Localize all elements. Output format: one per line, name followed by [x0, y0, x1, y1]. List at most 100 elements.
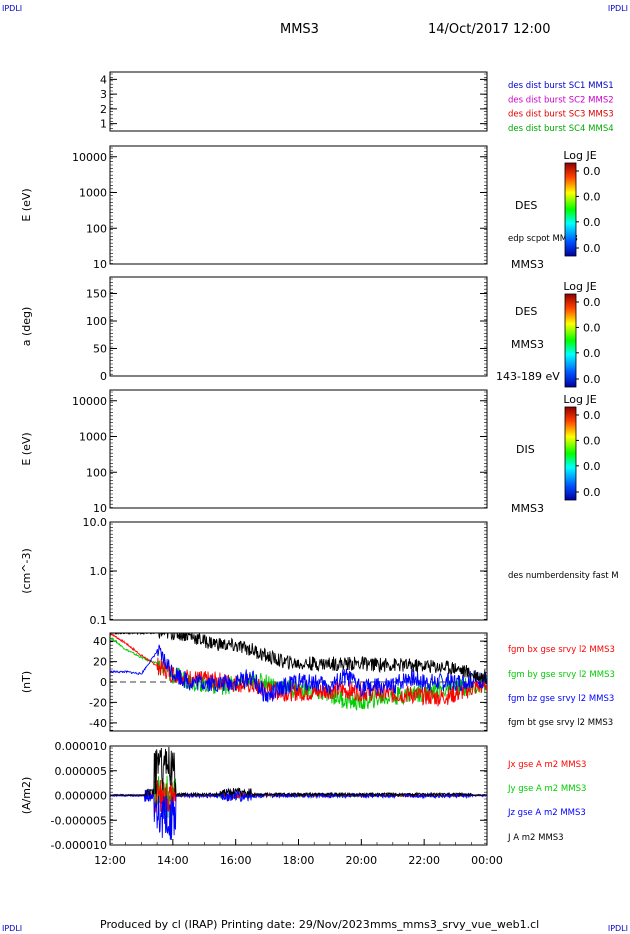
minor-ticks	[110, 747, 487, 844]
density-panel-frame	[109, 521, 488, 621]
minor-ticks	[110, 278, 487, 375]
burst-y-tick-label: 1	[100, 118, 107, 131]
bfield-y-label: (nT)	[20, 671, 33, 693]
bfield-y-tick-label: 20	[93, 656, 107, 669]
density-y-label: (cm^-3)	[20, 548, 33, 594]
des-energy-panel-frame	[109, 145, 488, 265]
des-energy-y-tick-label: 1000	[79, 187, 107, 200]
colorbar-tick-label: 0.0	[583, 347, 601, 360]
bfield-legend-entry: fgm bt gse srvy l2 MMS3	[508, 718, 613, 728]
colorbar-title: Log JE	[563, 393, 596, 406]
density-y-tick-label: 0.1	[90, 614, 108, 627]
current-y-label: (A/m2)	[20, 777, 33, 815]
corner-label-top-right: IPDLI	[607, 4, 628, 13]
des-energy-y-label: E (eV)	[20, 188, 33, 221]
current-y-tick-label: -0.000010	[51, 839, 107, 852]
bfield-legend-entry: fgm bz gse srvy l2 MMS3	[508, 694, 614, 704]
minor-ticks	[110, 73, 487, 129]
pitch-y-tick-label: 0	[100, 370, 107, 383]
minor-ticks	[110, 147, 487, 264]
corner-label-bottom-left: IPDLI	[2, 924, 23, 933]
bfield-legend-entry: fgm by gse srvy l2 MMS3	[508, 670, 615, 680]
colorbar-tick-label: 0.0	[583, 460, 601, 473]
des-energy-y-tick-label: 10	[93, 258, 107, 271]
minor-ticks	[110, 523, 487, 620]
pitch-label: DES	[515, 305, 537, 318]
corner-label-bottom-right: IPDLI	[607, 924, 628, 933]
current-y-tick-label: 0.000000	[55, 790, 108, 803]
bfield-series-1	[110, 633, 487, 707]
bfield-y-tick-label: -40	[89, 717, 107, 730]
current-y-tick-label: 0.000005	[55, 765, 108, 778]
dis-energy-label: DIS	[516, 443, 535, 456]
x-tick-label: 14:00	[157, 854, 189, 867]
burst-panel-frame	[109, 71, 488, 132]
colorbar-tick-label: 0.0	[583, 373, 601, 386]
current-series-3	[110, 788, 487, 841]
current-series-4	[110, 746, 487, 798]
colorbar-tick-label: 0.0	[583, 242, 601, 255]
burst-y-tick-label: 2	[100, 103, 107, 116]
burst-legend-entry: des dist burst SC3 MMS3	[508, 110, 614, 120]
colorbar	[564, 162, 577, 257]
density-legend-entry: des numberdensity fast M	[508, 571, 619, 581]
x-tick-label: 12:00	[94, 854, 126, 867]
pitch-y-tick-label: 50	[93, 343, 107, 356]
corner-label-top-left: IPDLI	[2, 4, 23, 13]
colorbar	[564, 293, 577, 388]
dis-energy-y-tick-label: 1000	[79, 431, 107, 444]
bfield-y-tick-label: -20	[89, 696, 107, 709]
pitch-sc-label: MMS3	[511, 338, 544, 351]
plot-title: MMS3	[280, 22, 319, 37]
des-energy-sc-label: MMS3	[511, 258, 544, 271]
dis-energy-y-tick-label: 10000	[72, 395, 107, 408]
colorbar-title: Log JE	[563, 280, 596, 293]
current-legend-entry: Jy gse A m2 MMS3	[507, 784, 586, 794]
des-energy-y-tick-label: 100	[86, 222, 107, 235]
colorbar-tick-label: 0.0	[583, 165, 601, 178]
density-y-tick-label: 1.0	[90, 565, 108, 578]
burst-legend-entry: des dist burst SC4 MMS4	[508, 124, 614, 134]
footer-printing-date: Printing date: 29/Nov/2023	[221, 918, 370, 931]
current-legend-entry: J A m2 MMS3	[507, 833, 564, 843]
pitch-angle-panel-frame	[109, 276, 488, 377]
des-energy-label: DES	[515, 199, 537, 212]
burst-legend-entry: des dist burst SC1 MMS1	[508, 81, 614, 91]
x-tick-label: 20:00	[345, 854, 377, 867]
x-minor-ticks	[125, 842, 472, 845]
burst-legend-entry: des dist burst SC2 MMS2	[508, 95, 614, 105]
x-tick-label: 16:00	[220, 854, 252, 867]
colorbar-tick-label: 0.0	[583, 216, 601, 229]
plot-date: 14/Oct/2017 12:00	[428, 22, 551, 37]
footer-filename: mms_mms3_srvy_vue_web1.cl	[370, 918, 540, 931]
dis-energy-y-tick-label: 100	[86, 466, 107, 479]
bfield-y-tick-label: 0	[100, 676, 107, 689]
current-legend-entry: Jx gse A m2 MMS3	[507, 760, 586, 770]
x-tick-label: 00:00	[471, 854, 503, 867]
dis-energy-y-label: E (eV)	[20, 432, 33, 465]
burst-y-tick-label: 4	[100, 73, 107, 86]
pitch-y-tick-label: 150	[86, 288, 107, 301]
bfield-legend-entry: fgm bx gse srvy l2 MMS3	[508, 645, 615, 655]
dis-energy-y-tick-label: 10	[93, 502, 107, 515]
dis-energy-panel-frame	[109, 389, 488, 509]
burst-y-tick-label: 3	[100, 88, 107, 101]
bfield-series-3	[110, 644, 487, 703]
minor-ticks	[110, 391, 487, 508]
current-y-tick-label: 0.000010	[55, 740, 108, 753]
current-legend-entry: Jz gse A m2 MMS3	[507, 808, 586, 818]
pitch-y-label: a (deg)	[20, 307, 33, 347]
pitch-y-tick-label: 100	[86, 315, 107, 328]
footer-produced: Produced by cl (IRAP)	[100, 918, 218, 931]
colorbar-tick-label: 0.0	[583, 190, 601, 203]
x-tick-label: 18:00	[283, 854, 315, 867]
bfield-y-tick-label: 40	[93, 635, 107, 648]
dis-energy-sc-label: MMS3	[511, 502, 544, 515]
scpot-label: edp scpot MMS3	[508, 234, 578, 244]
colorbar-tick-label: 0.0	[583, 296, 601, 309]
pitch-energy-range: 143-189 eV	[496, 370, 560, 383]
colorbar-tick-label: 0.0	[583, 486, 601, 499]
colorbar	[564, 406, 577, 501]
colorbar-tick-label: 0.0	[583, 434, 601, 447]
